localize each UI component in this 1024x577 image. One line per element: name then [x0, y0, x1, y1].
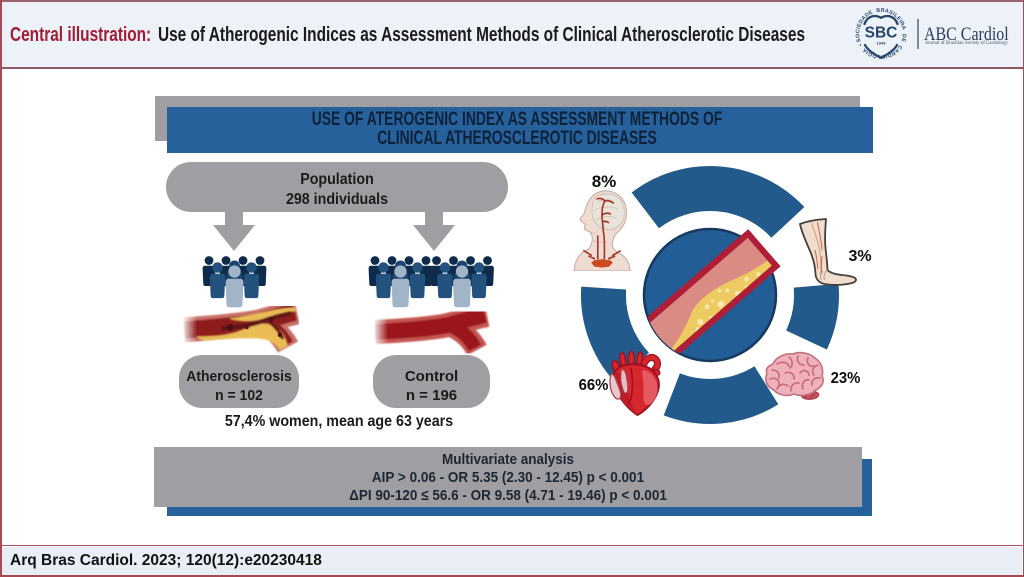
- svg-text:1943: 1943: [877, 41, 887, 46]
- svg-text:SBC: SBC: [865, 25, 898, 42]
